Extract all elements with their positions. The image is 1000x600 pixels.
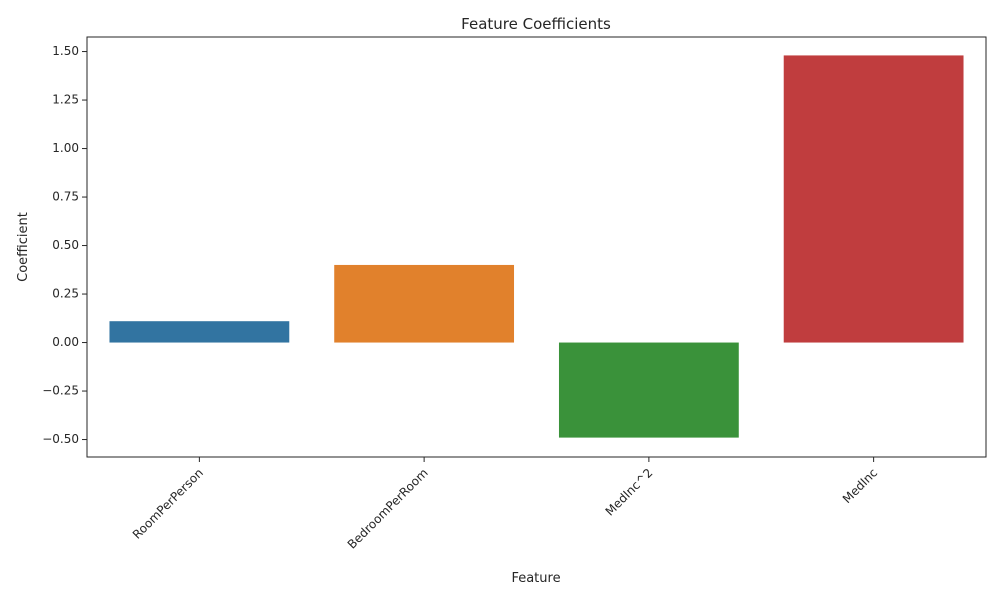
bar-medinc-2 — [558, 342, 739, 438]
bar-medinc — [783, 55, 964, 343]
y-tick-label: 0.00 — [52, 335, 79, 349]
plot-frame — [86, 36, 987, 458]
bar-roomperperson — [109, 321, 290, 343]
x-axis-label: Feature — [511, 571, 560, 586]
chart-title: Feature Coefficients — [461, 15, 611, 33]
y-axis-label: Coefficient — [16, 212, 31, 282]
y-tick-label: 1.00 — [52, 141, 79, 155]
bars-layer — [109, 55, 964, 438]
x-tick-label: MedInc — [840, 466, 880, 506]
x-tick-label: MedInc^2 — [603, 466, 656, 519]
x-tick-label: RoomPerPerson — [130, 466, 206, 542]
y-tick-label: −0.25 — [42, 384, 79, 398]
bar-bedroomperroom — [334, 264, 515, 343]
y-tick-label: 0.50 — [52, 238, 79, 252]
x-tick-label: BedroomPerRoom — [345, 466, 431, 552]
y-tick-label: 0.25 — [52, 287, 79, 301]
y-tick-label: 0.75 — [52, 190, 79, 204]
y-tick-label: 1.25 — [52, 93, 79, 107]
y-tick-label: −0.50 — [42, 432, 79, 446]
y-tick-label: 1.50 — [52, 44, 79, 58]
